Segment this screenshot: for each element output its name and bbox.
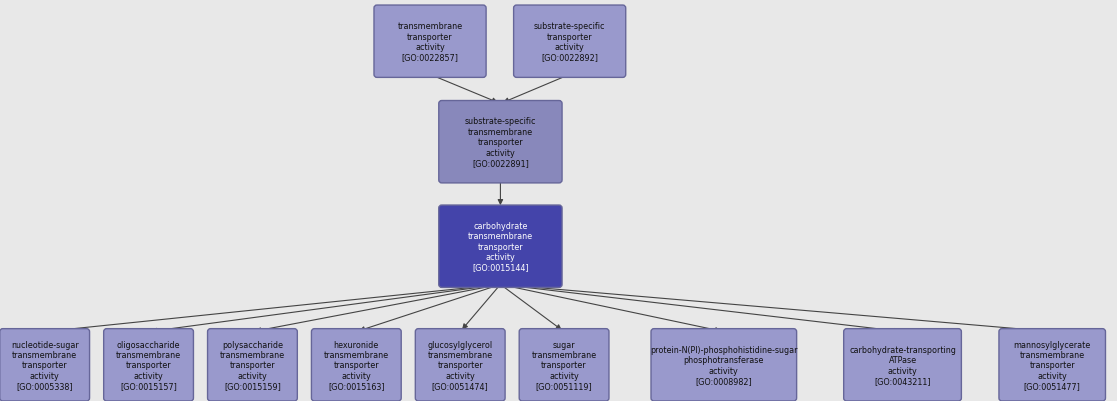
- FancyBboxPatch shape: [104, 329, 193, 401]
- FancyBboxPatch shape: [999, 329, 1106, 401]
- FancyBboxPatch shape: [208, 329, 297, 401]
- FancyBboxPatch shape: [312, 329, 401, 401]
- Text: substrate-specific
transporter
activity
[GO:0022892]: substrate-specific transporter activity …: [534, 22, 605, 62]
- FancyBboxPatch shape: [439, 206, 562, 288]
- Text: sugar
transmembrane
transporter
activity
[GO:0051119]: sugar transmembrane transporter activity…: [532, 340, 596, 390]
- FancyBboxPatch shape: [519, 329, 609, 401]
- Text: protein-N(PI)-phosphohistidine-sugar
phosphotransferase
activity
[GO:0008982]: protein-N(PI)-phosphohistidine-sugar pho…: [650, 345, 798, 385]
- Text: oligosaccharide
transmembrane
transporter
activity
[GO:0015157]: oligosaccharide transmembrane transporte…: [116, 340, 181, 390]
- Text: carbohydrate
transmembrane
transporter
activity
[GO:0015144]: carbohydrate transmembrane transporter a…: [468, 221, 533, 272]
- FancyBboxPatch shape: [416, 329, 505, 401]
- Text: transmembrane
transporter
activity
[GO:0022857]: transmembrane transporter activity [GO:0…: [398, 22, 462, 62]
- Text: carbohydrate-transporting
ATPase
activity
[GO:0043211]: carbohydrate-transporting ATPase activit…: [849, 345, 956, 385]
- FancyBboxPatch shape: [374, 6, 486, 78]
- Text: nucleotide-sugar
transmembrane
transporter
activity
[GO:0005338]: nucleotide-sugar transmembrane transport…: [11, 340, 78, 390]
- Text: polysaccharide
transmembrane
transporter
activity
[GO:0015159]: polysaccharide transmembrane transporter…: [220, 340, 285, 390]
- FancyBboxPatch shape: [843, 329, 962, 401]
- Text: mannosylglycerate
transmembrane
transporter
activity
[GO:0051477]: mannosylglycerate transmembrane transpor…: [1013, 340, 1091, 390]
- Text: hexuronide
transmembrane
transporter
activity
[GO:0015163]: hexuronide transmembrane transporter act…: [324, 340, 389, 390]
- FancyBboxPatch shape: [651, 329, 796, 401]
- FancyBboxPatch shape: [514, 6, 626, 78]
- Text: substrate-specific
transmembrane
transporter
activity
[GO:0022891]: substrate-specific transmembrane transpo…: [465, 117, 536, 168]
- FancyBboxPatch shape: [0, 329, 89, 401]
- Text: glucosylglycerol
transmembrane
transporter
activity
[GO:0051474]: glucosylglycerol transmembrane transport…: [428, 340, 493, 390]
- FancyBboxPatch shape: [439, 101, 562, 183]
